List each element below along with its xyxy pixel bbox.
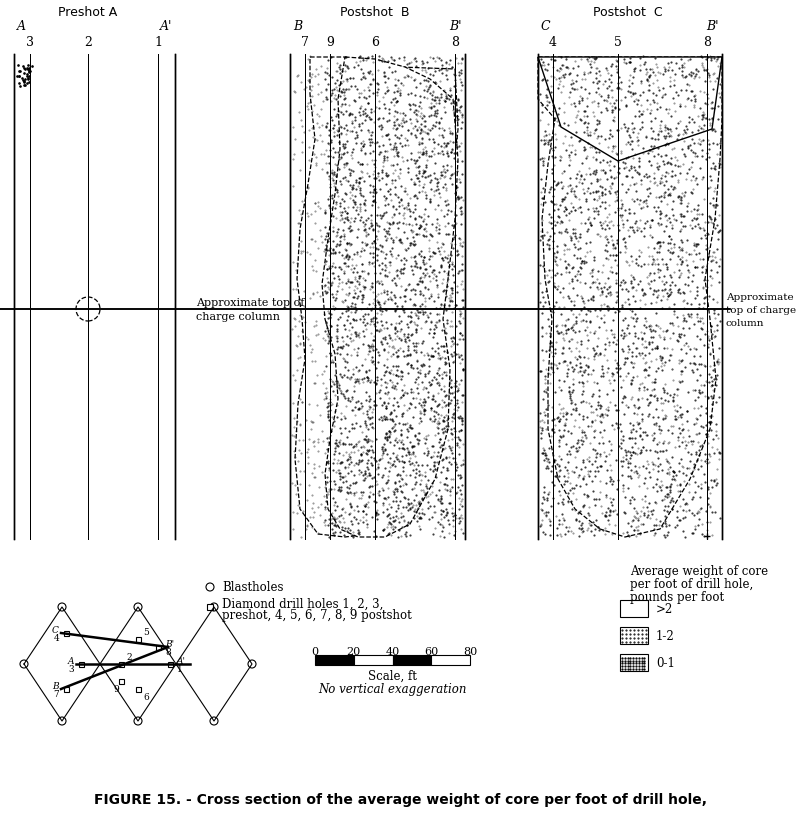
- Polygon shape: [538, 58, 722, 537]
- Polygon shape: [538, 58, 722, 162]
- Text: A': A': [160, 20, 172, 33]
- Bar: [207, 604, 213, 610]
- Text: 1: 1: [154, 35, 162, 48]
- Text: Approximate: Approximate: [726, 293, 794, 302]
- Text: 2: 2: [84, 35, 92, 48]
- Text: preshot, 4, 5, 6, 7, 8, 9 postshot: preshot, 4, 5, 6, 7, 8, 9 postshot: [222, 609, 412, 622]
- Text: Approximate top of: Approximate top of: [196, 297, 304, 308]
- Text: 6: 6: [371, 35, 379, 48]
- Bar: [63, 631, 69, 636]
- Text: 7: 7: [54, 690, 59, 699]
- Text: 60: 60: [424, 646, 438, 656]
- Text: 3: 3: [26, 35, 34, 48]
- Text: 2: 2: [126, 653, 132, 662]
- Polygon shape: [322, 58, 458, 537]
- Text: Postshot  B: Postshot B: [340, 6, 410, 19]
- Text: C: C: [541, 20, 550, 33]
- Text: 9: 9: [114, 685, 119, 694]
- Bar: [135, 636, 141, 642]
- Text: 80: 80: [463, 646, 477, 656]
- Text: 1-2: 1-2: [656, 629, 674, 642]
- Text: 0: 0: [311, 646, 318, 656]
- Text: Average weight of core: Average weight of core: [630, 565, 768, 577]
- Text: top of charge: top of charge: [726, 306, 796, 315]
- Text: 5: 5: [614, 35, 622, 48]
- Text: 20: 20: [346, 646, 361, 656]
- Bar: [315, 655, 354, 665]
- Text: 8: 8: [165, 648, 170, 657]
- Text: 40: 40: [386, 646, 400, 656]
- Bar: [431, 655, 470, 665]
- Text: Diamond drill holes 1, 2, 3,: Diamond drill holes 1, 2, 3,: [222, 597, 383, 610]
- Text: A': A': [177, 657, 186, 666]
- Text: per foot of drill hole,: per foot of drill hole,: [630, 577, 754, 590]
- Text: Postshot  C: Postshot C: [593, 6, 663, 19]
- Bar: [354, 655, 393, 665]
- Text: B': B': [706, 20, 719, 33]
- Text: No vertical exaggeration: No vertical exaggeration: [318, 683, 466, 695]
- Bar: [155, 645, 161, 649]
- Text: 7: 7: [301, 35, 309, 48]
- Text: Preshot A: Preshot A: [58, 6, 118, 19]
- Text: 4: 4: [54, 634, 59, 643]
- Bar: [63, 686, 69, 692]
- Text: >2: >2: [656, 602, 674, 615]
- Bar: [167, 662, 173, 667]
- Text: A: A: [17, 20, 26, 33]
- Text: 0-1: 0-1: [656, 656, 675, 669]
- Bar: [620, 600, 648, 618]
- Text: 9: 9: [326, 35, 334, 48]
- Text: 1: 1: [177, 665, 182, 674]
- Bar: [620, 654, 648, 672]
- Text: C: C: [52, 626, 59, 635]
- Text: 8: 8: [451, 35, 459, 48]
- Text: B': B': [165, 640, 174, 649]
- Text: 5: 5: [143, 627, 149, 636]
- Bar: [118, 679, 123, 684]
- Bar: [135, 686, 141, 692]
- Text: B: B: [52, 681, 59, 690]
- Text: charge column: charge column: [196, 311, 280, 322]
- Polygon shape: [295, 58, 458, 537]
- Text: B: B: [293, 20, 302, 33]
- Text: column: column: [726, 319, 765, 328]
- Text: 8: 8: [703, 35, 711, 48]
- Bar: [393, 655, 431, 665]
- Bar: [620, 627, 648, 645]
- Text: A: A: [67, 657, 74, 666]
- Text: 3: 3: [68, 665, 74, 674]
- Bar: [118, 662, 123, 667]
- Text: Blastholes: Blastholes: [222, 581, 283, 594]
- Text: FIGURE 15. - Cross section of the average weight of core per foot of drill hole,: FIGURE 15. - Cross section of the averag…: [94, 792, 706, 806]
- Bar: [78, 662, 83, 667]
- Text: pounds per foot: pounds per foot: [630, 590, 724, 604]
- Text: Scale, ft: Scale, ft: [368, 668, 417, 681]
- Text: B': B': [450, 20, 462, 33]
- Text: 4: 4: [549, 35, 557, 48]
- Text: 6: 6: [143, 693, 149, 702]
